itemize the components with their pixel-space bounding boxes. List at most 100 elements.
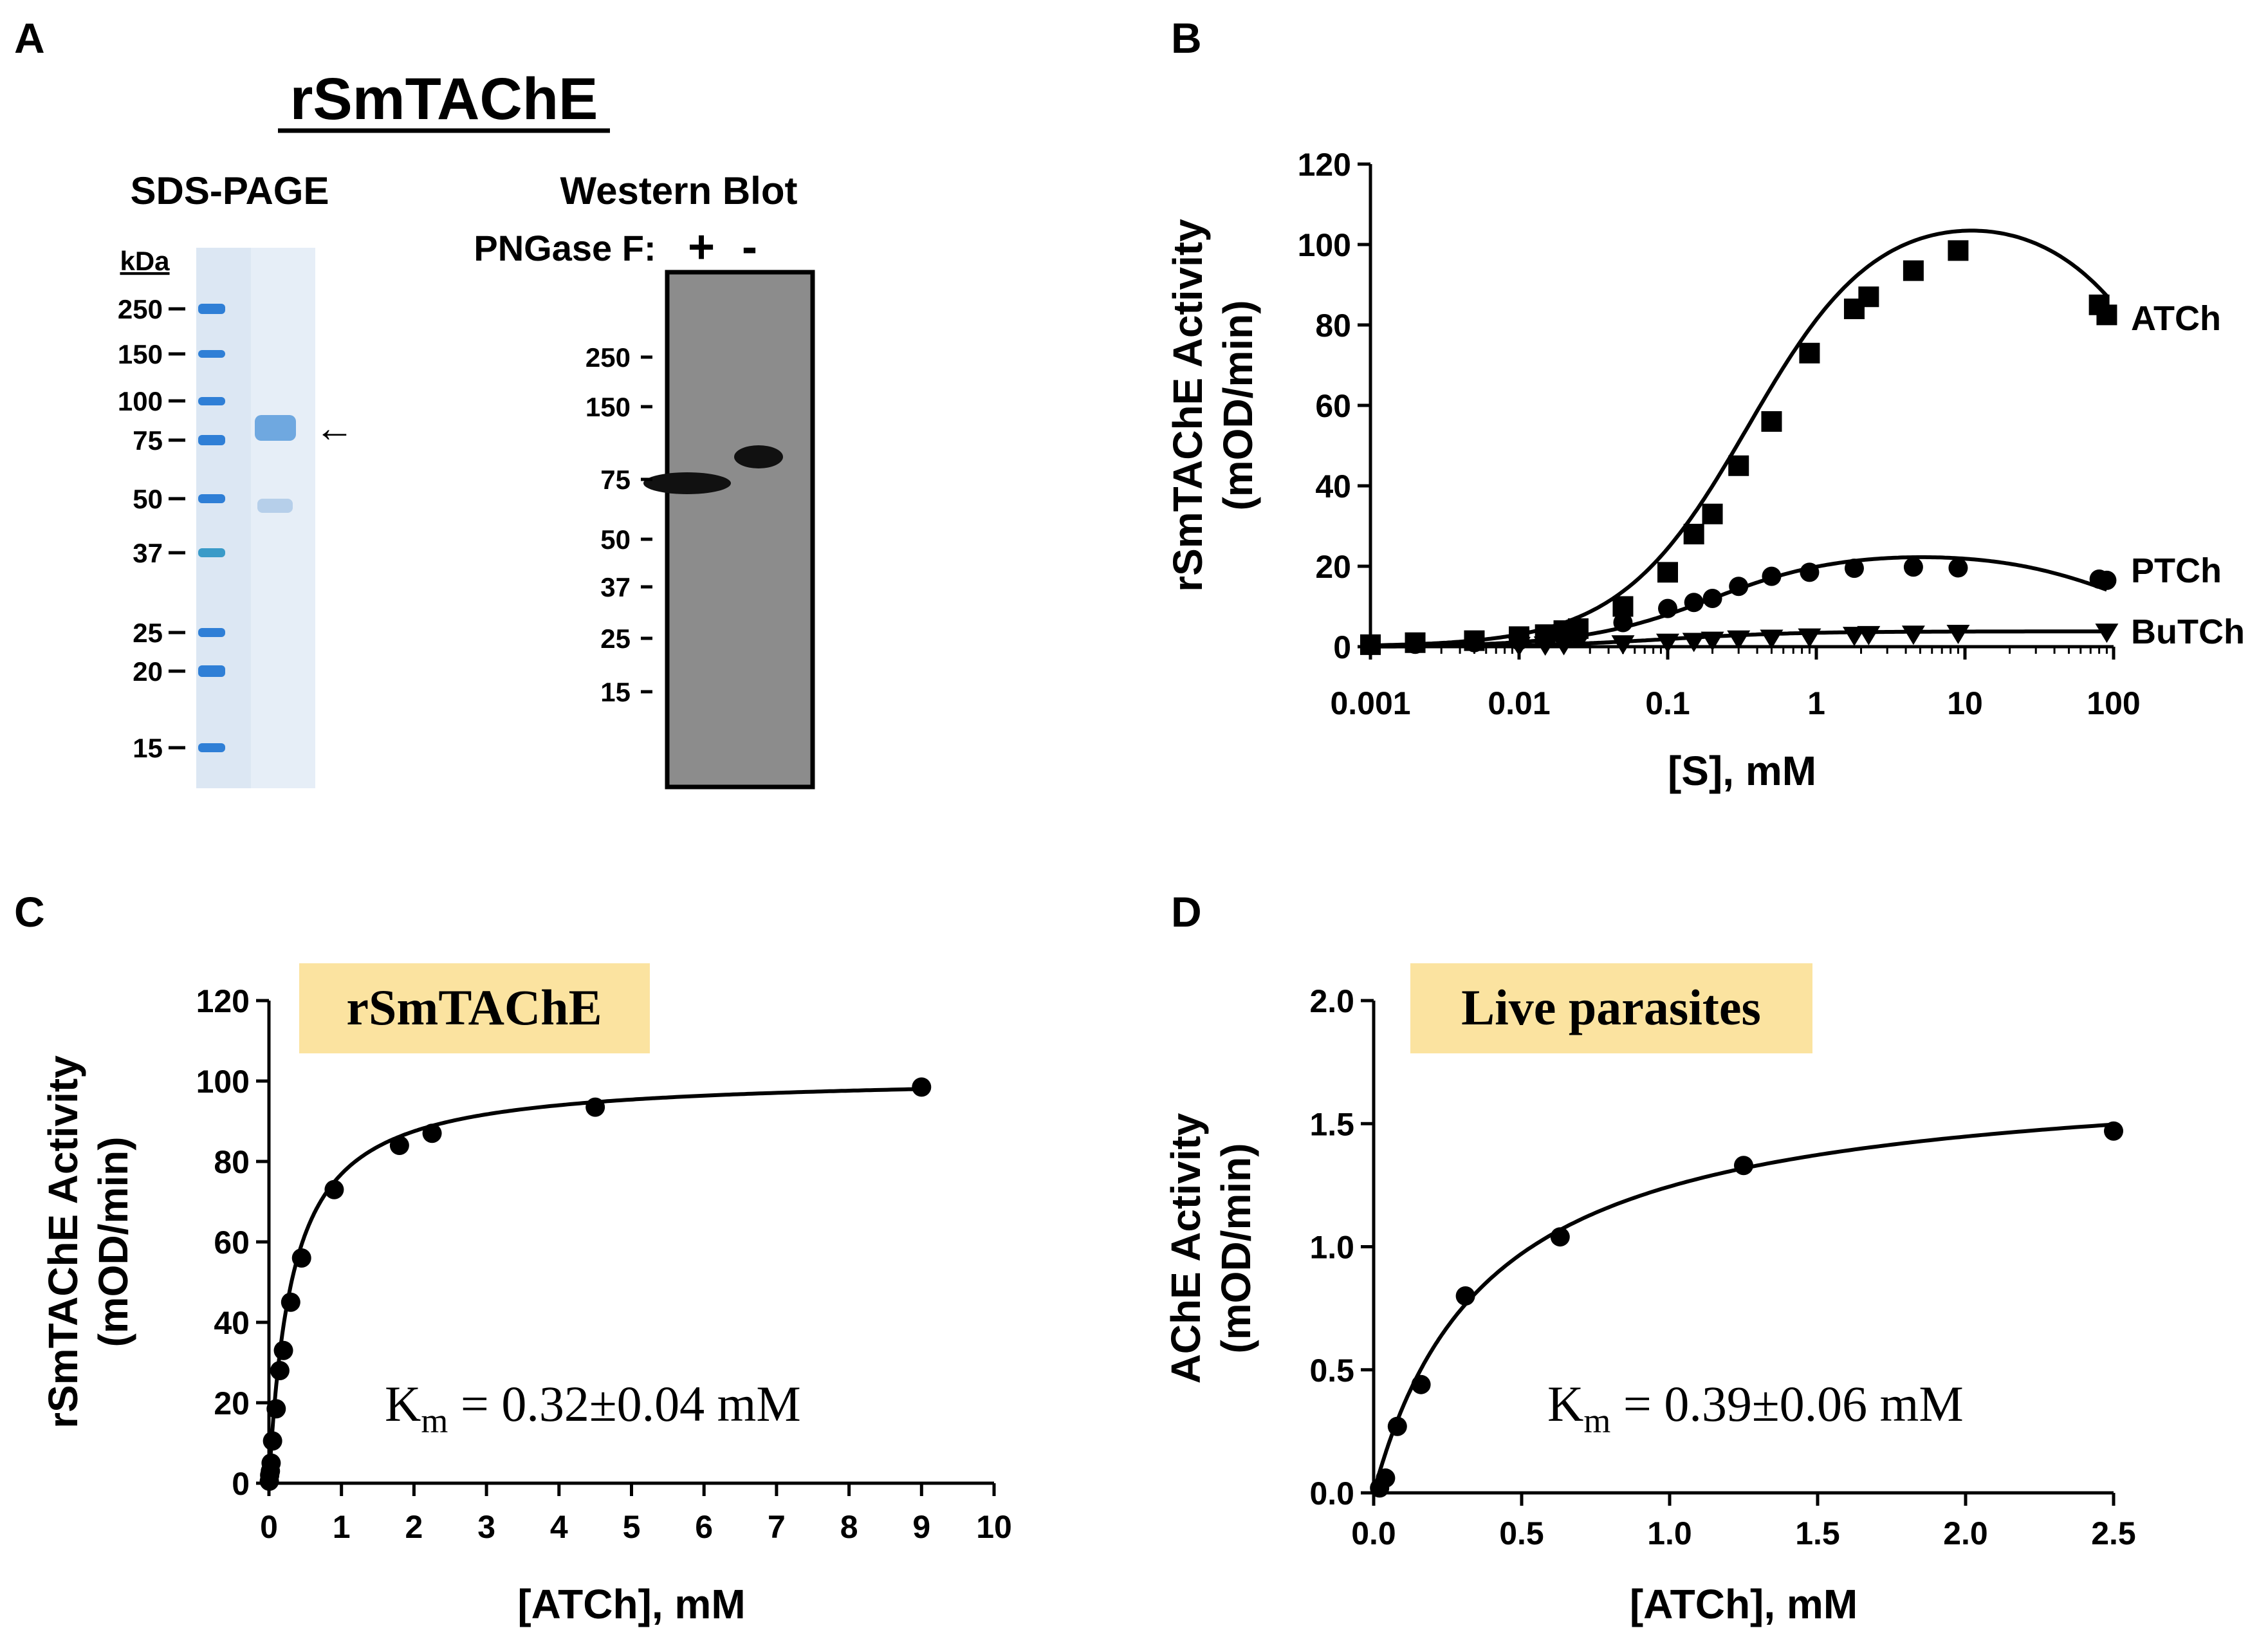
sample-band-main [255, 415, 296, 441]
data-point [1702, 589, 1722, 608]
panel-b: B 0 20 40 60 80 100 120 0.001 0.01 0.1 1 10 100 [S], … [1165, 14, 2245, 794]
data-point [2104, 1121, 2123, 1141]
data-point [1948, 240, 1969, 261]
y-axis-label: rSmTAChE Activity [1165, 219, 1211, 592]
pngase-plus: + [688, 221, 715, 273]
panel-a-title: rSmTAChE [290, 66, 598, 132]
y-axis-label: (mOD/min) [1213, 1143, 1259, 1353]
x-tick-label: 1.0 [1647, 1515, 1692, 1551]
sds-marker-label: 50 [133, 484, 163, 514]
panel-d: D Live parasites 0.0 0.5 1.0 1.5 2.0 0.0 0.5 1.… [1163, 888, 2136, 1627]
data-point [1702, 503, 1723, 524]
y-tick-label: 20 [1315, 549, 1351, 585]
sample-band-minor [257, 499, 293, 513]
ladder-band [198, 628, 225, 637]
data-point [261, 1453, 281, 1473]
x-axis-label: [S], mM [1668, 748, 1816, 794]
blot-band-deglycosylated [643, 472, 731, 494]
x-tick-label: 1.5 [1795, 1515, 1840, 1551]
panel-letter-a: A [14, 14, 45, 62]
ladder-band [198, 665, 225, 677]
data-point [1376, 1468, 1396, 1488]
data-point [1800, 562, 1820, 582]
sds-marker-label: 25 [133, 618, 163, 648]
data-point [1946, 625, 1970, 644]
data-point [1683, 524, 1704, 544]
data-point [1799, 342, 1820, 364]
ladder-band [198, 304, 225, 314]
panel-c: C rSmTAChE 0 20 40 60 80 100 120 0 1 2 3 4 5 6 7 8 9 10 [A… [14, 888, 1012, 1627]
y-axis-label: (mOD/min) [1215, 300, 1261, 510]
ladder-band [198, 548, 225, 557]
km-annotation-c: Km = 0.32±0.04 mM [385, 1376, 801, 1440]
ladder-band [198, 494, 225, 503]
x-tick-label: 1 [333, 1509, 351, 1545]
data-point [1684, 593, 1704, 613]
series-label-atch: ATCh [2131, 299, 2221, 338]
data-point [1760, 629, 1784, 649]
data-point [1464, 633, 1484, 652]
x-tick-label: 0.01 [1488, 685, 1550, 721]
kda-unit-label: kDa [120, 246, 170, 276]
y-tick-label: 60 [214, 1225, 250, 1261]
western-marker-labels: 250 150 75 50 37 25 15 [585, 342, 652, 707]
blot-band-glycosylated [734, 445, 783, 468]
panel-letter-d: D [1171, 888, 1202, 936]
y-tick-label: 40 [1315, 468, 1351, 504]
y-tick-label: 0 [232, 1466, 250, 1502]
km-value-d: = 0.39±0.06 mM [1610, 1376, 1963, 1432]
sds-page: SDS-PAGE kDa 250 150 100 75 50 37 25 20 15 ← [118, 169, 355, 788]
x-tick-label: 0.0 [1351, 1515, 1396, 1551]
data-point [585, 1097, 605, 1117]
data-point [1728, 455, 1749, 476]
data-point [1858, 286, 1879, 308]
sds-marker-label: 15 [133, 733, 163, 763]
x-tick-label: 8 [840, 1509, 858, 1545]
data-point [2096, 304, 2117, 326]
km-symbol-d: K [1547, 1376, 1583, 1432]
sds-marker-label: 100 [118, 386, 163, 416]
data-point [291, 1248, 311, 1268]
chart-d: 0.0 0.5 1.0 1.5 2.0 0.0 0.5 1.0 1.5 2.0 2.5 [ATCh],… [1163, 983, 2136, 1627]
data-point [1533, 636, 1557, 656]
y-tick-label: 80 [1315, 308, 1351, 344]
data-point [1901, 625, 1925, 645]
y-tick-label: 60 [1315, 388, 1351, 424]
data-point [1682, 633, 1706, 652]
data-point [1656, 633, 1679, 653]
data-point [1903, 557, 1923, 577]
data-point [1734, 1156, 1753, 1176]
ladder-band [198, 435, 225, 445]
y-axis-label: (mOD/min) [90, 1136, 136, 1347]
km-symbol-c: K [385, 1376, 421, 1432]
data-point [1611, 635, 1635, 655]
pngase-label: PNGase F: [474, 228, 656, 268]
ladder-band [198, 743, 225, 752]
blot-image [665, 270, 815, 790]
panel-letter-b: B [1171, 14, 1202, 62]
data-point [1552, 636, 1576, 656]
y-tick-label: 100 [1298, 227, 1351, 263]
data-point [1798, 628, 1821, 648]
data-point [266, 1399, 286, 1419]
data-point [1550, 1227, 1570, 1247]
x-tick-label: 0.1 [1645, 685, 1690, 721]
data-point [273, 1340, 293, 1360]
km-subscript-c: m [421, 1401, 448, 1440]
data-point [281, 1292, 300, 1312]
data-point [1903, 260, 1924, 281]
panel-a: A rSmTAChE SDS-PAGE kDa [14, 14, 815, 790]
tag-label-d: Live parasites [1461, 979, 1761, 1035]
data-point [1729, 577, 1749, 596]
sds-marker-labels: 250 150 100 75 50 37 25 20 15 [118, 294, 185, 763]
wb-marker-label: 25 [600, 624, 631, 654]
data-point [1762, 566, 1782, 586]
data-point [1842, 627, 1866, 647]
sds-marker-label: 250 [118, 294, 163, 324]
ladder-band [198, 350, 225, 358]
sds-marker-label: 20 [133, 656, 163, 687]
y-axis-label: rSmTAChE Activity [40, 1055, 86, 1429]
data-point [1657, 562, 1678, 583]
x-tick-label: 0.001 [1330, 685, 1410, 721]
